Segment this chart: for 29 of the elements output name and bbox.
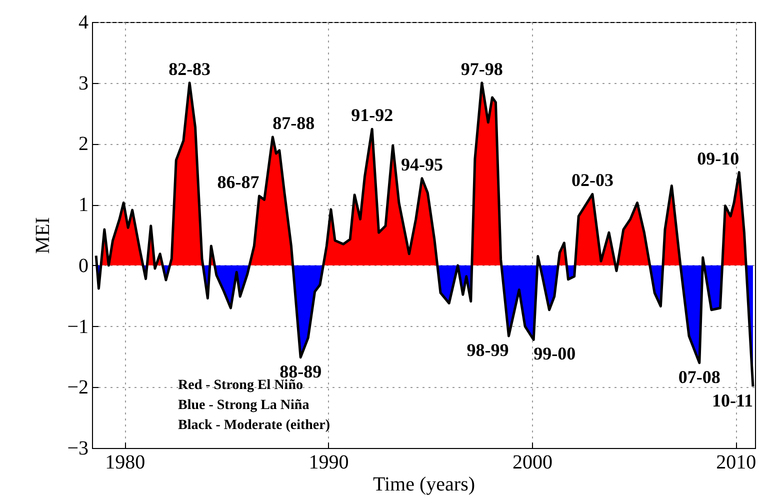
annotation: 87-88 xyxy=(272,113,315,134)
annotation: 99-00 xyxy=(534,344,576,364)
x-tick-label: 2010 xyxy=(716,452,756,474)
x-tick-label: 1980 xyxy=(105,452,146,474)
annotation: 86-87 xyxy=(217,172,260,192)
y-tick-label: 1 xyxy=(78,194,88,216)
y-tick-label: 0 xyxy=(78,254,88,277)
annotation: 97-98 xyxy=(460,58,503,79)
y-tick-label: −1 xyxy=(67,316,88,338)
annotation: 09-10 xyxy=(697,148,740,168)
y-axis-title: MEI xyxy=(32,217,54,254)
x-axis-title: Time (years) xyxy=(372,474,476,496)
y-tick-label: −3 xyxy=(67,438,88,460)
y-tick-label: 2 xyxy=(78,133,88,156)
y-tick-label: −2 xyxy=(67,376,88,399)
annotation: 07-08 xyxy=(678,366,720,387)
annotation: Red - Strong El Niño xyxy=(178,378,303,393)
annotation: 02-03 xyxy=(571,170,614,190)
annotation: Black - Moderate (either) xyxy=(178,418,330,433)
annotation: 10-11 xyxy=(712,390,753,411)
annotation: Blue - Strong La Niña xyxy=(178,398,310,413)
x-tick-label: 1990 xyxy=(308,452,349,474)
annotation: 91-92 xyxy=(351,105,394,126)
y-tick-label: 3 xyxy=(78,72,88,94)
annotation: 82-83 xyxy=(168,58,211,79)
annotation: 94-95 xyxy=(400,154,443,174)
y-tick-label: 4 xyxy=(78,12,88,34)
x-tick-label: 2000 xyxy=(512,452,552,474)
annotation: 98-99 xyxy=(466,340,509,360)
